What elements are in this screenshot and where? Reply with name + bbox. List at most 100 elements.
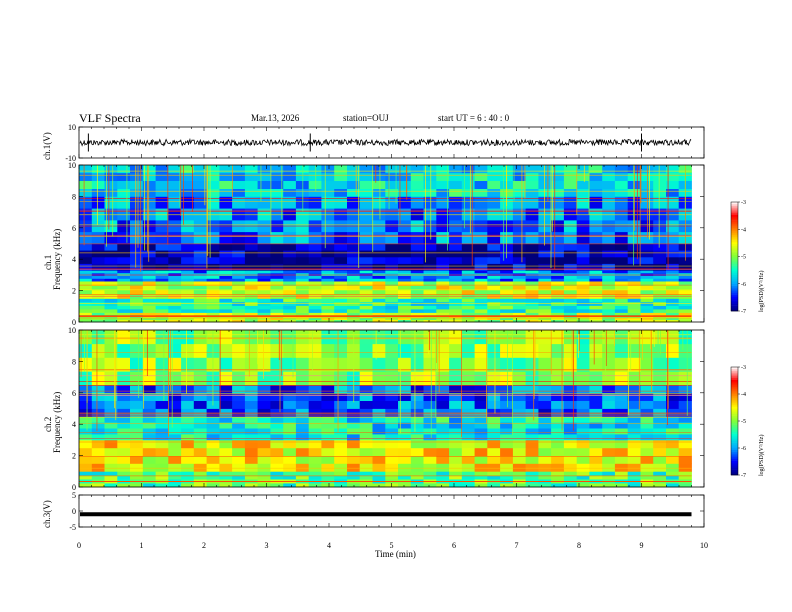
- colorbar-cell: [731, 220, 738, 223]
- spec-cell: [653, 275, 667, 279]
- spec-cell: [461, 263, 475, 271]
- spec-cell: [117, 165, 131, 174]
- spec-cell: [614, 416, 629, 423]
- spec-cell: [321, 275, 335, 279]
- spec-cell: [206, 250, 220, 258]
- spec-cell: [219, 285, 233, 291]
- spec-cell: [79, 263, 93, 271]
- spec-cell: [525, 180, 539, 189]
- spec-cell: [359, 434, 373, 441]
- spec-cell: [653, 196, 667, 209]
- spec-cell: [142, 434, 156, 441]
- spec-cell: [359, 298, 373, 303]
- spec-cell: [168, 371, 182, 386]
- spec-cell: [627, 475, 641, 480]
- spec-cell: [525, 447, 539, 457]
- spec-cell: [614, 463, 629, 472]
- spec-cell: [398, 172, 412, 181]
- spec-cell: [474, 312, 488, 316]
- spec-cell: [142, 439, 156, 449]
- spec-cell: [193, 400, 207, 409]
- spec-cell: [512, 302, 527, 306]
- colorbar-2: -3-4-5-6-7: [730, 365, 746, 479]
- spec-cell: [79, 400, 93, 409]
- spec-cell: [589, 483, 603, 488]
- spec-cell: [372, 263, 386, 271]
- spec-cell: [576, 278, 590, 282]
- spec-cell: [487, 471, 501, 476]
- spec-cell: [321, 309, 335, 313]
- spec-cell: [614, 275, 629, 279]
- spec-cell: [602, 434, 616, 441]
- spec-cell: [410, 455, 424, 464]
- spec-cell: [538, 439, 552, 449]
- spec-cell: [117, 422, 131, 429]
- spec-cell: [576, 463, 590, 472]
- spec-cell: [563, 330, 578, 345]
- spec-cell: [104, 447, 118, 457]
- spec-cell: [193, 455, 207, 464]
- spec-cell: [538, 428, 552, 435]
- spec-cell: [602, 317, 616, 321]
- spec-cell: [474, 275, 488, 279]
- spec-cell: [474, 298, 488, 303]
- spec-cell: [512, 319, 527, 323]
- spec-cell: [142, 343, 156, 358]
- spec-cell: [614, 371, 629, 386]
- spec-cell: [436, 317, 450, 321]
- spec-cell: [359, 172, 373, 181]
- spec-cell: [232, 256, 246, 264]
- spec-cell: [551, 272, 565, 276]
- colorbar-cell: [731, 301, 738, 305]
- spec-cell: [474, 319, 488, 323]
- spec-cell: [398, 439, 412, 449]
- spec-cell: [449, 371, 463, 386]
- spec-cell: [512, 463, 527, 472]
- spec-cell: [385, 343, 399, 358]
- spec-cell: [117, 483, 131, 488]
- spec-cell: [295, 447, 310, 457]
- spec-cell: [219, 319, 233, 323]
- spec-cell: [347, 275, 361, 279]
- spec-cell: [576, 285, 590, 291]
- spec-cell: [576, 428, 590, 435]
- spec-cell: [487, 463, 501, 472]
- colorbar-cell: [731, 471, 738, 474]
- spec-cell: [270, 400, 284, 409]
- spec-cell: [551, 278, 565, 282]
- spec-cell: [270, 172, 284, 181]
- colorbar-tick-label: -6: [741, 446, 746, 452]
- spec-cell: [79, 483, 93, 488]
- spec-cell: [525, 455, 539, 464]
- spec-cell: [538, 343, 552, 358]
- spec-cell: [653, 285, 667, 291]
- spec-cell: [104, 319, 118, 323]
- spec-cell: [219, 275, 233, 279]
- spec-cell: [385, 471, 399, 476]
- spec-y-tick-label: 2: [72, 287, 76, 296]
- spec-cell: [474, 463, 488, 472]
- spec-cell: [91, 471, 105, 476]
- spec-cell: [449, 384, 463, 394]
- spec-cell: [283, 475, 297, 480]
- spec-cell: [155, 384, 169, 394]
- spec-cell: [104, 463, 118, 472]
- spec-cell: [193, 165, 207, 174]
- spec-cell: [155, 196, 169, 209]
- spec-cell: [193, 289, 207, 295]
- spec-cell: [155, 275, 169, 279]
- spec-cell: [474, 231, 488, 244]
- spec-cell: [576, 196, 590, 209]
- spec-cell: [666, 285, 680, 291]
- spec-cell: [487, 371, 501, 386]
- spec-cell: [589, 434, 603, 441]
- spec-cell: [130, 483, 144, 488]
- spec-cell: [347, 434, 361, 441]
- spec-cell: [232, 483, 246, 488]
- spec-cell: [117, 317, 131, 321]
- spec-cell: [461, 434, 475, 441]
- spec-cell: [512, 243, 527, 251]
- spec-cell: [551, 463, 565, 472]
- spec-cell: [130, 312, 144, 316]
- spec-cell: [487, 400, 501, 409]
